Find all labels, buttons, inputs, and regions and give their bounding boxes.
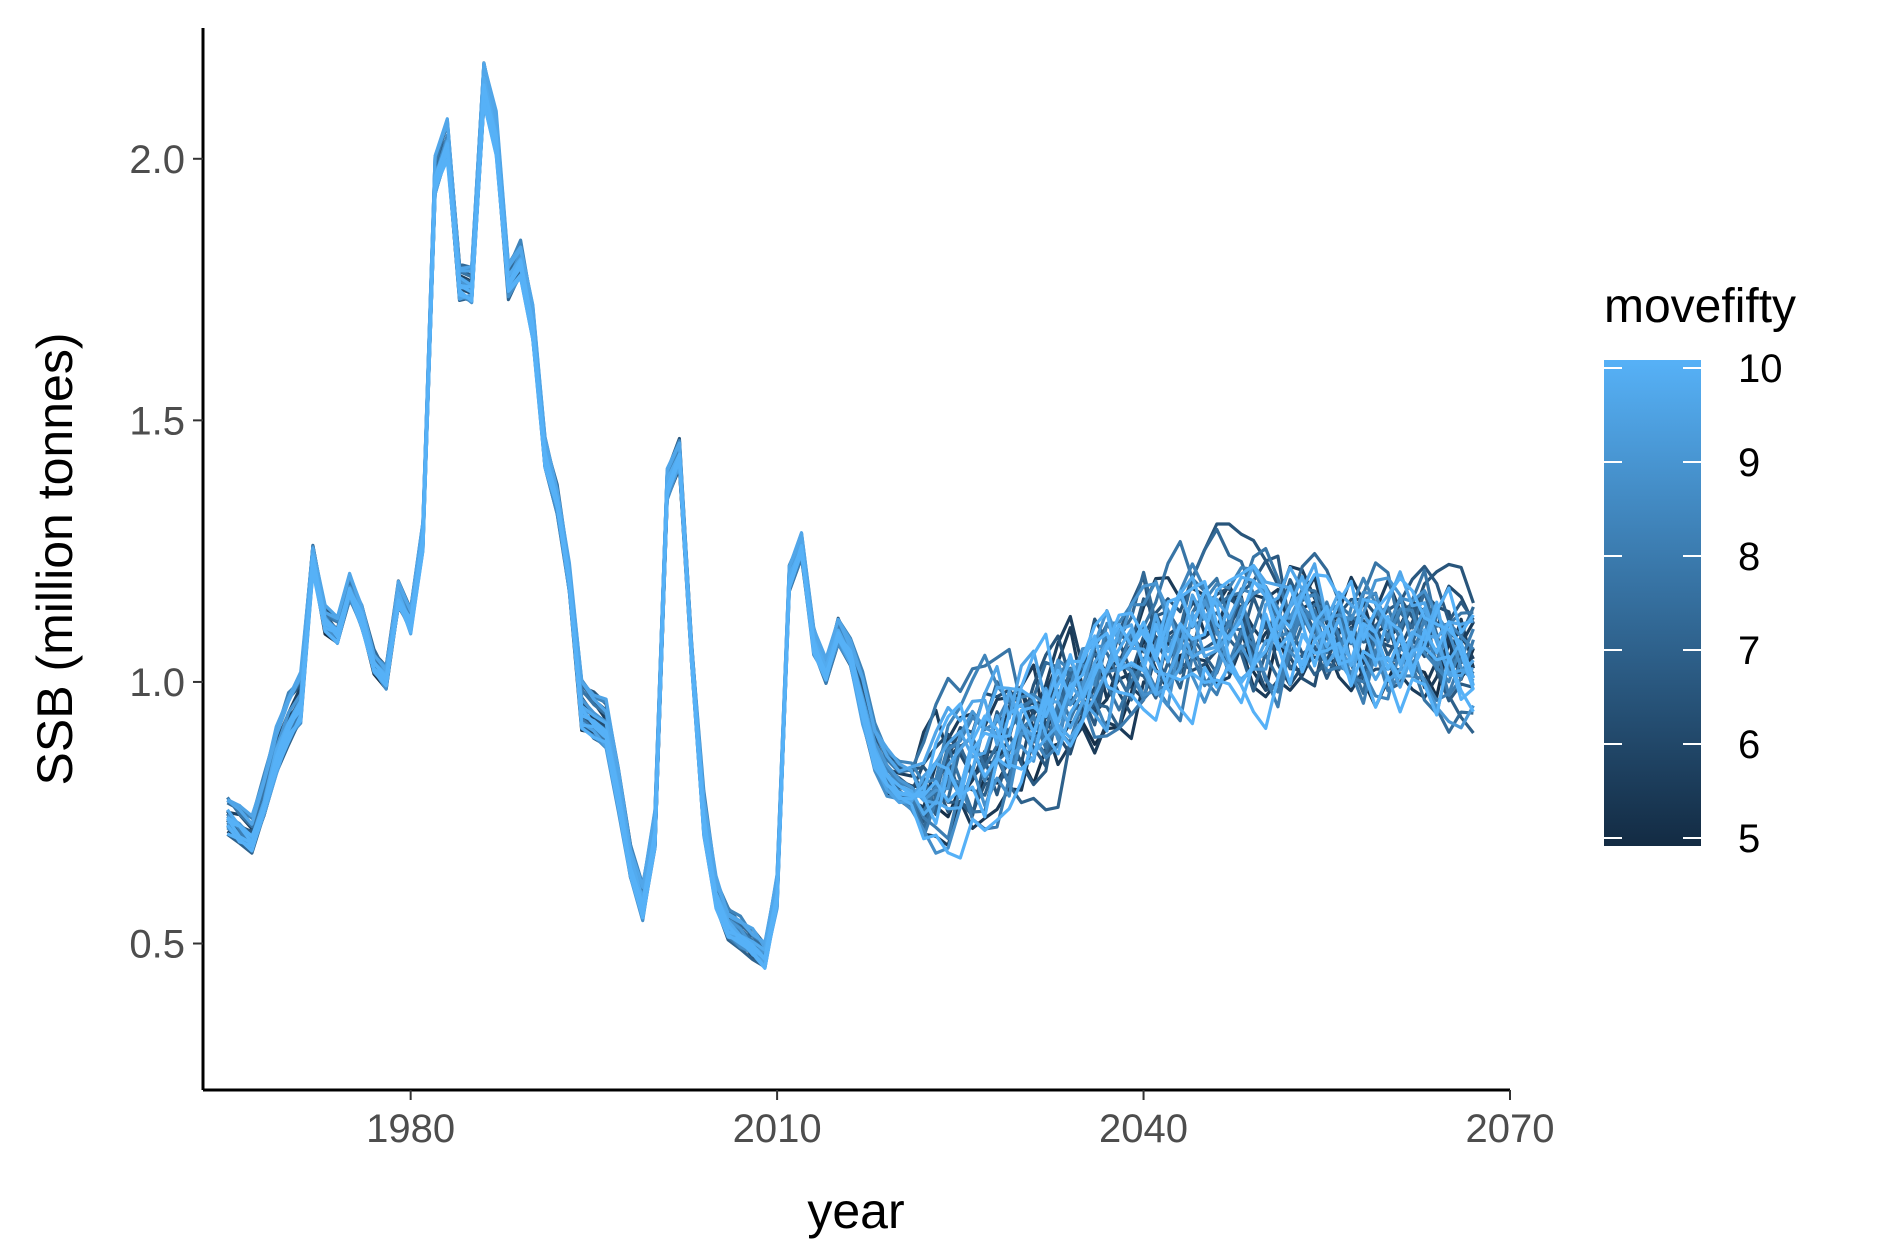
legend-label: 5 — [1738, 817, 1760, 861]
series-line — [226, 102, 1475, 970]
x-tick-label: 2070 — [1466, 1107, 1555, 1151]
series-line — [226, 97, 1475, 965]
y-axis-title: SSB (million tonnes) — [27, 333, 83, 786]
legend-label: 9 — [1738, 441, 1760, 485]
y-tick-label: 0.5 — [129, 923, 185, 967]
series-line — [226, 88, 1475, 959]
series-line — [226, 76, 1475, 954]
series-line — [226, 97, 1475, 965]
series-line — [226, 91, 1475, 959]
series-line — [226, 100, 1474, 965]
series-line — [226, 86, 1474, 958]
legend-ticks: 10 9 8 7 6 5 — [1604, 347, 1783, 861]
legend-label: 10 — [1738, 347, 1783, 391]
legend-label: 6 — [1738, 723, 1760, 767]
series-line — [226, 83, 1475, 960]
series-line — [226, 70, 1474, 951]
x-axis-title: year — [807, 1183, 904, 1239]
y-tick-label: 1.0 — [129, 661, 185, 705]
x-axis-ticks: 1980 2010 2040 2070 — [366, 1090, 1554, 1151]
series-line — [226, 61, 1475, 952]
legend-title: movefifty — [1604, 280, 1796, 333]
y-tick-label: 1.5 — [129, 399, 185, 443]
series-line — [226, 86, 1475, 959]
series-line — [226, 88, 1475, 960]
series-line — [226, 78, 1475, 959]
series-line — [226, 82, 1474, 958]
series-lines — [226, 61, 1475, 970]
series-line — [226, 61, 1474, 945]
axes — [201, 28, 1510, 1092]
series-line — [226, 75, 1475, 952]
series-line — [226, 85, 1475, 960]
series-line — [226, 89, 1475, 965]
series-line — [226, 67, 1475, 947]
series-line — [226, 82, 1475, 957]
series-line — [226, 101, 1475, 970]
legend-label: 7 — [1738, 629, 1760, 673]
y-tick-label: 2.0 — [129, 138, 185, 182]
series-line — [226, 99, 1475, 969]
series-line — [226, 78, 1475, 956]
series-line — [226, 74, 1475, 960]
y-axis-ticks: 0.5 1.0 1.5 2.0 — [129, 138, 203, 967]
series-line — [226, 93, 1475, 970]
series-line — [226, 63, 1475, 949]
series-line — [227, 74, 1475, 949]
series-line — [226, 88, 1475, 961]
x-tick-label: 1980 — [366, 1107, 455, 1151]
color-legend: movefifty 10 9 8 7 6 5 — [1604, 280, 1796, 861]
series-line — [226, 62, 1475, 946]
legend-colorbar — [1604, 360, 1701, 846]
x-tick-label: 2010 — [733, 1107, 822, 1151]
legend-label: 8 — [1738, 535, 1760, 579]
x-tick-label: 2040 — [1099, 1107, 1188, 1151]
